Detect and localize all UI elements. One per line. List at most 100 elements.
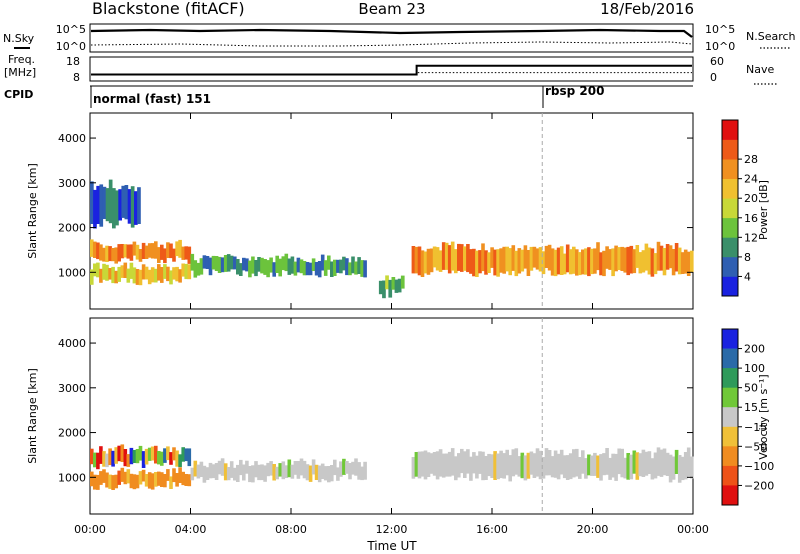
echo-cell	[460, 244, 464, 272]
echo-cell	[226, 467, 231, 481]
colorbar-swatch	[722, 368, 738, 388]
echo-cell	[154, 268, 158, 283]
echo-cell	[665, 452, 670, 476]
echo-cell	[469, 249, 473, 274]
echo-cell	[93, 452, 97, 468]
echo-cell	[550, 248, 555, 276]
echo-cell	[184, 263, 188, 280]
echo-cell	[653, 253, 658, 275]
colorbar-frame	[721, 328, 739, 506]
echo-cell	[287, 258, 292, 275]
echo-cell	[220, 257, 225, 273]
echo-cell	[229, 255, 234, 270]
echo-cell	[172, 248, 176, 262]
echo-cell	[93, 474, 97, 490]
echo-cell	[578, 252, 582, 276]
colorbar-swatch	[722, 348, 738, 369]
echo-cell	[160, 267, 164, 283]
echo-cell	[330, 261, 334, 277]
echo-cell	[121, 185, 126, 218]
echo-cell	[126, 454, 131, 467]
x-tick-label: 08:00	[275, 523, 307, 536]
echo-cell	[593, 248, 597, 274]
echo-cell	[178, 269, 182, 283]
echo-cell	[150, 243, 155, 259]
echo-cell	[541, 457, 546, 479]
power-colorbar: 4 8 12 16 20 24 28	[721, 119, 758, 297]
echo-cell	[293, 261, 298, 276]
echo-cell	[111, 266, 115, 284]
echo-cell	[251, 465, 255, 483]
echo-cell	[317, 261, 322, 278]
echo-cell	[308, 465, 313, 482]
echo-cell	[360, 260, 364, 277]
colorbar-tick-label: −50	[744, 440, 767, 453]
echo-cell	[293, 461, 298, 475]
nsearch-label: N.Search	[746, 30, 796, 43]
echo-cell	[175, 450, 179, 467]
echo-cell	[141, 469, 146, 482]
echo-cell	[266, 260, 270, 278]
echo-cell	[223, 463, 228, 481]
echo-cell	[314, 262, 319, 276]
power-echoes	[90, 113, 694, 309]
echo-cell	[351, 461, 355, 475]
echo-cell	[354, 458, 358, 476]
echo-cell	[690, 456, 694, 479]
echo-cell	[226, 254, 231, 272]
echo-cell	[438, 449, 443, 477]
echo-cell	[581, 249, 585, 275]
echo-cell	[562, 455, 567, 479]
x-tick-label: 12:00	[376, 523, 408, 536]
x-tick-label: 04:00	[175, 523, 207, 536]
echo-cell	[266, 462, 270, 477]
echo-cell	[90, 269, 94, 285]
echo-cell	[538, 247, 543, 272]
echo-cell	[320, 254, 325, 271]
noise-tick-high-left: 10^5	[56, 23, 86, 36]
echo-cell	[550, 456, 555, 478]
echo-cell	[659, 449, 664, 477]
x-tick-label: 00:00	[74, 523, 106, 536]
echo-cell	[629, 245, 634, 274]
echo-cell	[169, 452, 173, 465]
echo-cell	[348, 262, 352, 276]
echo-cell	[348, 463, 352, 480]
nsearch-trace	[90, 41, 693, 47]
echo-cell	[284, 253, 289, 272]
nave-tick-high: 60	[710, 55, 724, 68]
echo-cell	[671, 456, 676, 480]
echo-cell	[454, 249, 458, 274]
echo-cell	[236, 464, 240, 482]
echo-cell	[99, 244, 103, 261]
x-tick-label: 20:00	[577, 523, 609, 536]
echo-cell	[490, 247, 494, 268]
echo-cell	[662, 248, 667, 276]
colorbar-swatch	[722, 276, 738, 297]
echo-cell	[202, 465, 207, 483]
noise-tick-high-right: 10^5	[705, 23, 735, 36]
echo-cell	[617, 247, 621, 270]
echo-cell	[575, 448, 579, 477]
echo-cell	[553, 249, 558, 277]
echo-cell	[432, 246, 437, 268]
echo-cell	[508, 455, 512, 482]
echo-cell	[154, 241, 158, 259]
echo-cell	[463, 451, 467, 478]
echo-cell	[214, 463, 219, 480]
echo-cell	[544, 245, 549, 268]
echo-cell	[135, 449, 140, 464]
echo-cell	[520, 452, 525, 479]
echo-cell	[541, 251, 546, 275]
echo-cell	[602, 250, 606, 277]
echo-cell	[126, 469, 131, 484]
echo-cell	[150, 473, 155, 490]
colorbar-swatch	[722, 446, 738, 467]
echo-cell	[438, 250, 443, 272]
nave-label: Nave	[746, 63, 774, 76]
y-tick-label: 1000	[58, 266, 86, 279]
echo-cell	[478, 250, 482, 274]
echo-cell	[638, 252, 643, 274]
echo-cell	[599, 252, 603, 276]
echo-cell	[202, 255, 207, 269]
